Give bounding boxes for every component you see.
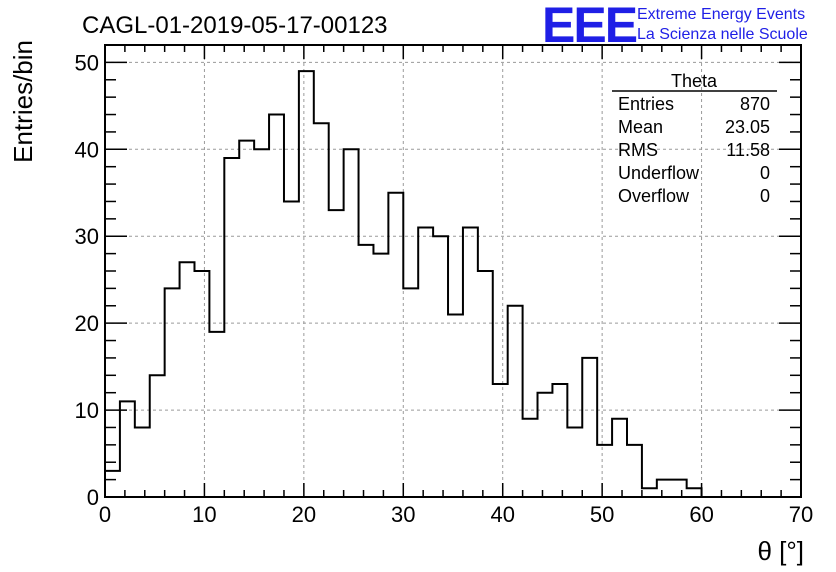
y-axis-label: Entries/bin	[8, 40, 38, 163]
stats-row-label: RMS	[618, 140, 658, 160]
x-tick-label: 50	[590, 502, 614, 527]
x-tick-label: 10	[192, 502, 216, 527]
x-tick-label: 40	[490, 502, 514, 527]
stats-row-value: 0	[760, 163, 770, 183]
grid-lines	[105, 45, 801, 497]
y-tick-label: 10	[75, 398, 99, 423]
x-tick-label: 70	[789, 502, 813, 527]
y-tick-label: 20	[75, 311, 99, 336]
stats-box: Theta Entries 870 Mean 23.05 RMS 11.58 Underfl…	[612, 71, 777, 206]
x-axis-label: θ [°]	[757, 536, 804, 566]
eee-logo-line1: Extreme Energy Events	[637, 6, 805, 23]
stats-row-value: 0	[760, 186, 770, 206]
stats-row-label: Overflow	[618, 186, 690, 206]
eee-logo-mark: EEE	[542, 0, 637, 53]
histogram-series	[104, 70, 703, 497]
stats-box-rows: Entries 870 Mean 23.05 RMS 11.58 Underflow 0 Ove…	[618, 94, 770, 206]
axis-ticks	[104, 44, 802, 498]
stats-row-label: Underflow	[618, 163, 700, 183]
stats-row-value: 870	[740, 94, 770, 114]
y-tick-label: 30	[75, 224, 99, 249]
x-tick-label: 0	[99, 502, 111, 527]
stats-box-title: Theta	[671, 71, 718, 91]
y-tick-label: 50	[75, 50, 99, 75]
y-tick-label: 0	[87, 485, 99, 510]
y-tick-label: 40	[75, 137, 99, 162]
chart-title: CAGL-01-2019-05-17-00123	[82, 12, 388, 39]
stats-row-value: 23.05	[725, 117, 770, 137]
x-tick-label: 30	[391, 502, 415, 527]
eee-logo: EEE Extreme Energy Events La Scienza nel…	[542, 0, 808, 53]
stats-row-label: Entries	[618, 94, 674, 114]
stats-row-value: 11.58	[726, 140, 770, 160]
eee-logo-line2: La Scienza nelle Scuole	[637, 26, 808, 43]
x-tick-label: 60	[689, 502, 713, 527]
x-tick-label: 20	[292, 502, 316, 527]
stats-row-label: Mean	[618, 117, 663, 137]
x-tick-labels: 0 10 20 30 40 50 60 70	[99, 502, 813, 527]
y-tick-labels: 0 10 20 30 40 50	[75, 50, 99, 510]
